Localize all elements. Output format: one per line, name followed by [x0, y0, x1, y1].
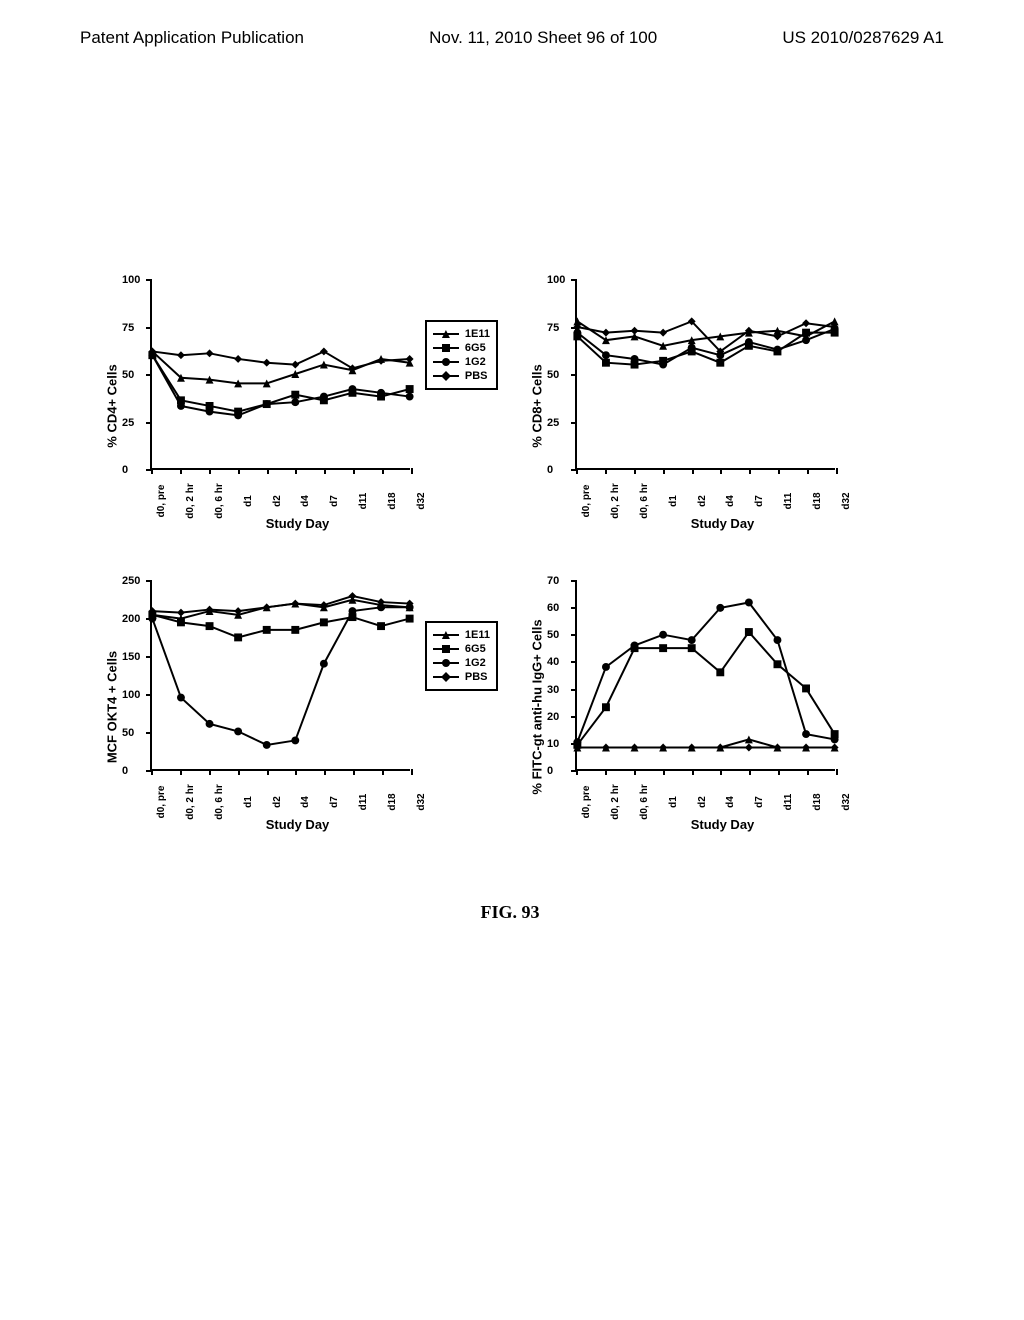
header-right: US 2010/0287629 A1 — [782, 28, 944, 48]
figure-area: % CD4+ Cells 0255075100d0, pred0, 2 hrd0… — [150, 280, 870, 923]
header-center: Nov. 11, 2010 Sheet 96 of 100 — [429, 28, 657, 48]
chart-2: MCF OKT4 + Cells 050100150200250d0, pred… — [150, 581, 445, 832]
chart-ylabel: % CD4+ Cells — [105, 364, 120, 447]
chart-legend: 1E116G51G2PBS — [425, 621, 498, 691]
chart-0: % CD4+ Cells 0255075100d0, pred0, 2 hrd0… — [150, 280, 445, 531]
chart-1: % CD8+ Cells 0255075100d0, pred0, 2 hrd0… — [575, 280, 870, 531]
chart-ylabel: % CD8+ Cells — [530, 364, 545, 447]
chart-ylabel: MCF OKT4 + Cells — [105, 650, 120, 762]
chart-ylabel: % FITC-gt anti-hu IgG+ Cells — [530, 619, 545, 794]
figure-caption: FIG. 93 — [150, 902, 870, 923]
chart-3: % FITC-gt anti-hu IgG+ Cells 01020304050… — [575, 581, 870, 832]
chart-legend: 1E116G51G2PBS — [425, 320, 498, 390]
page-header: Patent Application Publication Nov. 11, … — [0, 0, 1024, 48]
header-left: Patent Application Publication — [80, 28, 304, 48]
